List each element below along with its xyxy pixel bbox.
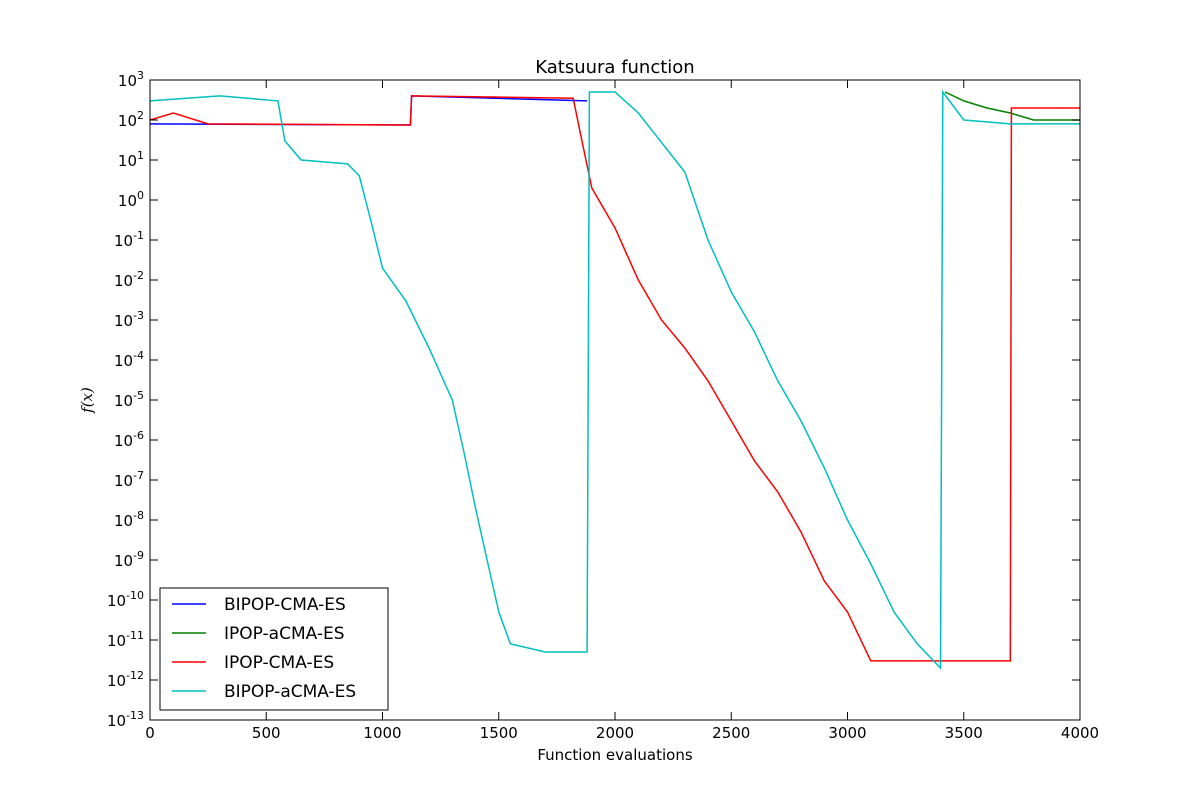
y-tick-label-3: 10-10: [107, 589, 144, 610]
y-tick-label-5: 10-8: [114, 509, 144, 530]
y-tick-label-9: 10-4: [114, 349, 144, 370]
y-tick-label-12: 10-1: [114, 229, 144, 250]
series-line-3: [149, 89, 1080, 670]
y-tick-label-15: 102: [118, 109, 144, 130]
y-tick-label-4: 10-9: [114, 549, 144, 570]
x-tick-label-1: 500: [252, 724, 281, 742]
x-tick-label-2: 1000: [363, 724, 401, 742]
x-tick-label-0: 0: [145, 724, 155, 742]
legend-frame: [159, 587, 389, 711]
series-layer: [149, 89, 1080, 670]
chart-title: Katsuura function: [535, 57, 694, 78]
y-tick-label-0: 10-13: [107, 709, 144, 730]
legend-label-1: IPOP-aCMA-ES: [224, 624, 345, 644]
series-line-1: [944, 91, 1080, 121]
x-axis-label: Function evaluations: [537, 746, 692, 764]
y-tick-label-2: 10-11: [107, 629, 144, 650]
y-tick-label-1: 10-12: [107, 669, 144, 690]
x-tick-label-3: 1500: [480, 724, 518, 742]
y-tick-label-7: 10-6: [114, 429, 144, 450]
x-tick-label-7: 3500: [945, 724, 983, 742]
legend: BIPOP-CMA-ES IPOP-aCMA-ES IPOP-CMA-ES BIPOP…: [159, 587, 389, 711]
x-tick-label-5: 2500: [712, 724, 750, 742]
legend-label-2: IPOP-CMA-ES: [224, 653, 334, 673]
y-axis-label: f(x): [78, 387, 96, 414]
y-tick-label-8: 10-5: [114, 389, 144, 410]
y-tick-label-6: 10-7: [114, 469, 144, 490]
series-line-0: [149, 95, 588, 126]
legend-label-3: BIPOP-aCMA-ES: [224, 682, 356, 702]
y-tick-label-14: 101: [118, 149, 144, 170]
x-tick-label-4: 2000: [596, 724, 634, 742]
ticks-layer: 0 500 1000 1500 2000 2500 3000 3500 4000 10-13 10-…: [107, 69, 1099, 742]
y-tick-label-13: 100: [118, 189, 144, 210]
legend-label-0: BIPOP-CMA-ES: [224, 595, 346, 615]
y-tick-label-11: 10-2: [114, 269, 144, 290]
x-tick-label-8: 4000: [1061, 724, 1099, 742]
series-line-2: [149, 95, 1080, 662]
y-tick-label-10: 10-3: [114, 309, 144, 330]
x-tick-label-6: 3000: [828, 724, 866, 742]
y-tick-label-16: 103: [118, 69, 144, 90]
